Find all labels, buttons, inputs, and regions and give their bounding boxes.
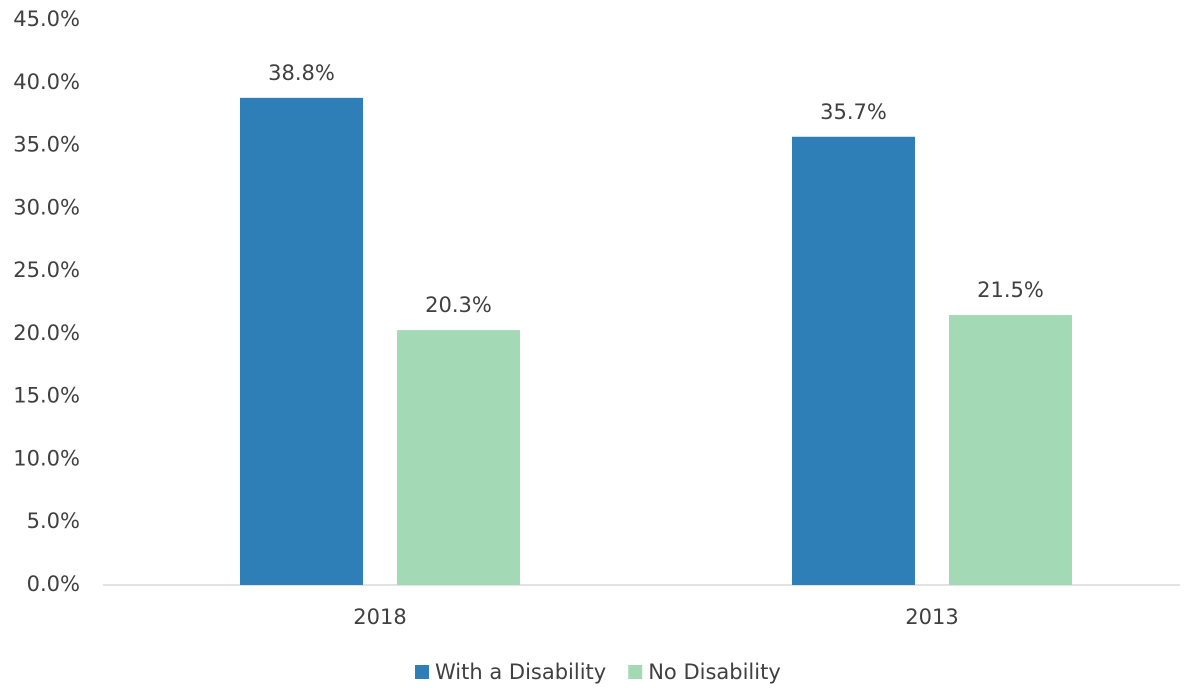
bar — [949, 315, 1072, 585]
y-tick-label: 15.0% — [13, 384, 80, 408]
y-tick-label: 5.0% — [27, 509, 80, 533]
data-label: 20.3% — [425, 293, 492, 317]
y-tick-label: 45.0% — [13, 7, 80, 31]
y-tick-label: 20.0% — [13, 321, 80, 345]
y-tick-label: 10.0% — [13, 446, 80, 470]
y-tick-label: 40.0% — [13, 70, 80, 94]
data-label: 21.5% — [977, 278, 1044, 302]
bar — [397, 330, 520, 585]
x-tick-label: 2018 — [353, 605, 406, 629]
y-tick-label: 25.0% — [13, 258, 80, 282]
legend-label: No Disability — [648, 660, 781, 684]
y-tick-label: 35.0% — [13, 133, 80, 157]
x-tick-label: 2013 — [905, 605, 958, 629]
y-tick-label: 0.0% — [27, 572, 80, 596]
data-label: 38.8% — [268, 61, 335, 85]
legend-label: With a Disability — [435, 660, 606, 684]
legend-swatch — [415, 665, 429, 679]
legend-swatch — [628, 665, 643, 679]
bar — [240, 97, 363, 585]
data-label: 35.7% — [820, 100, 887, 124]
bar — [792, 136, 915, 585]
y-tick-label: 30.0% — [13, 195, 80, 219]
